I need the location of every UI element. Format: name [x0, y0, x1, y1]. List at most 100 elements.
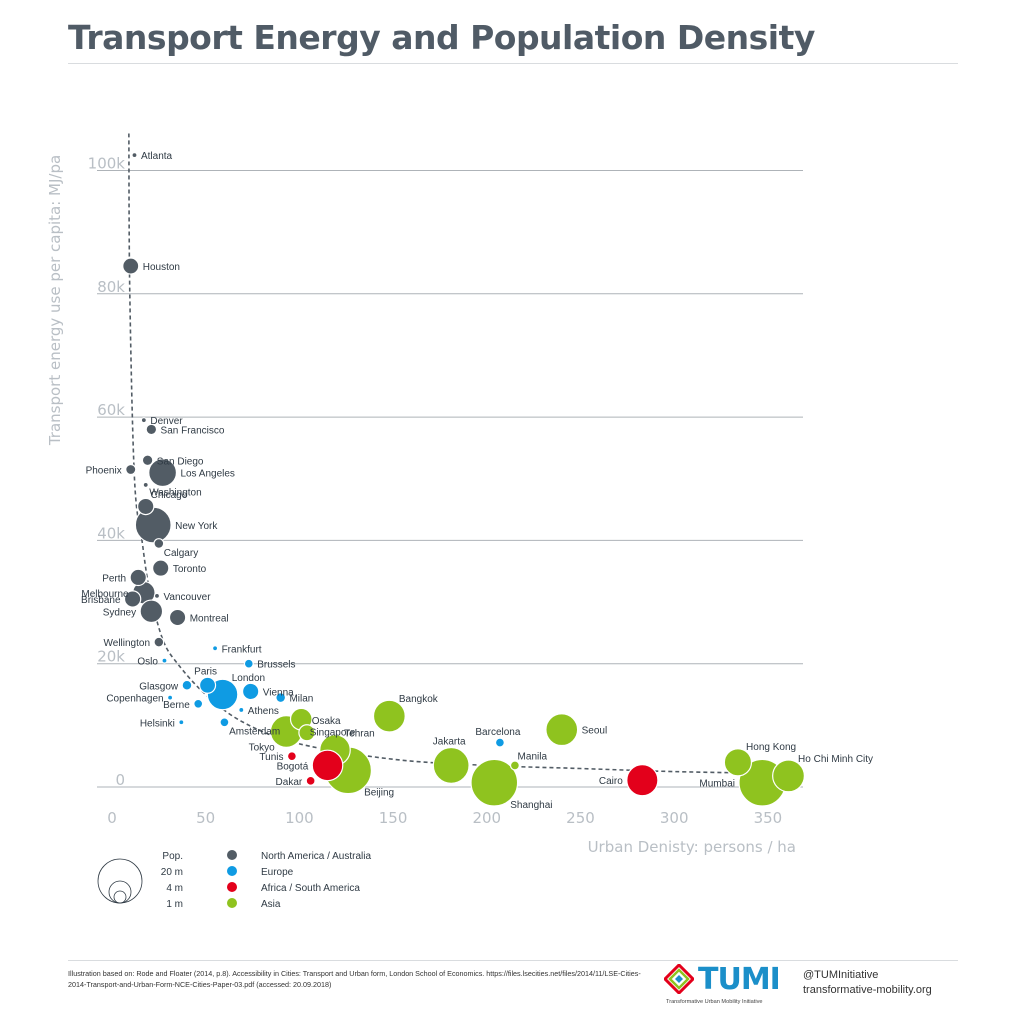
point-label: Manila [518, 751, 548, 762]
data-point-san-diego [141, 454, 154, 467]
point-label: Amsterdam [229, 726, 280, 737]
data-point-phoenix [125, 463, 137, 476]
data-point-chicago [137, 497, 155, 516]
point-label: Bangkok [399, 694, 439, 705]
tumi-logo[interactable]: TUMI Transformative Urban Mobility Initi… [662, 962, 792, 1012]
x-axis-title: Urban Denisty: persons / ha [588, 838, 796, 856]
legend-swatch [227, 866, 237, 876]
point-label: Wellington [104, 638, 151, 649]
legend-size-label: 4 m [166, 883, 183, 894]
point-label: Toronto [173, 564, 207, 575]
data-point-los-angeles [148, 458, 178, 488]
point-label: Chicago [151, 490, 188, 501]
data-point-washington [142, 481, 149, 489]
data-point-atlanta [131, 151, 138, 159]
point-label: Glasgow [139, 681, 179, 692]
scatter-chart: 0 20k 40k 60k 80k 100k 0 50 100 150 200 250 300 350 Ur… [46, 133, 873, 910]
point-label: Denver [150, 416, 183, 427]
point-label: Milan [289, 694, 313, 705]
point-label: Tunis [259, 752, 283, 763]
data-point-vancouver [153, 592, 161, 599]
data-point-wellington [153, 636, 165, 648]
point-label: Vancouver [163, 592, 211, 603]
point-label: Calgary [164, 548, 198, 559]
point-label: Vienna [263, 687, 294, 698]
x-tick-label: 100 [285, 809, 314, 827]
logo-wordmark: TUMI [698, 962, 781, 997]
x-tick-label: 50 [196, 809, 215, 827]
point-label: Shanghai [510, 800, 552, 811]
trend-line [128, 133, 797, 775]
data-point-dakar [305, 775, 316, 786]
data-point-houston [122, 257, 140, 275]
source-note: Illustration based on: Rode and Floater … [68, 969, 641, 989]
legend-region-label: Africa / South America [261, 883, 360, 894]
point-label: Sydney [103, 607, 136, 618]
point-label: Hong Kong [746, 742, 796, 753]
point-label: Frankfurt [222, 644, 262, 655]
point-label: Berne [163, 700, 190, 711]
point-label: Copenhagen [106, 694, 163, 705]
point-label: Cairo [599, 776, 623, 787]
footer-divider [68, 960, 958, 961]
point-label: Perth [102, 573, 126, 584]
point-label: Paris [194, 666, 217, 677]
point-label: San Francisco [161, 425, 225, 436]
data-point-hong-kong [723, 748, 753, 777]
y-tick-label: 80k [97, 278, 125, 296]
data-point-bogot- [311, 749, 344, 782]
point-label: Brussels [257, 660, 295, 671]
x-tick-label: 0 [107, 809, 117, 827]
y-tick-label: 0 [115, 771, 125, 789]
point-label: Barcelona [475, 727, 520, 738]
website-link[interactable]: transformative-mobility.org [803, 984, 932, 996]
data-point-osaka [298, 724, 316, 742]
x-tick-label: 250 [566, 809, 595, 827]
data-point-vienna [241, 682, 260, 701]
y-axis-title: Transport energy use per capita: MJ/pa [46, 155, 64, 446]
data-point-helsinki [178, 719, 185, 726]
data-point-glasgow [181, 679, 193, 691]
point-label: Melbourne [81, 589, 129, 600]
point-label: Helsinki [140, 718, 175, 729]
point-label: Beijing [364, 788, 394, 799]
logo-tagline: Transformative Urban Mobility Initiative [666, 999, 763, 1005]
tumi-logo-icon [664, 964, 694, 994]
point-label: Oslo [137, 657, 158, 668]
point-label: Mumbai [699, 779, 735, 790]
data-point-calgary [153, 538, 165, 549]
x-tick-label: 150 [379, 809, 408, 827]
legend-region-label: North America / Australia [261, 851, 371, 862]
data-point-athens [238, 706, 245, 714]
point-label: New York [175, 521, 218, 532]
chart-title: Transport Energy and Population Density [68, 18, 815, 57]
legend-size-circle [113, 890, 127, 904]
point-label: San Diego [157, 456, 204, 467]
data-point-manila [509, 760, 520, 771]
legend-size-label: 20 m [161, 867, 183, 878]
legend-swatch [227, 850, 237, 860]
twitter-handle[interactable]: @TUMInitiative [803, 969, 879, 981]
point-label: Athens [248, 706, 279, 717]
point-label: Bogotá [277, 761, 309, 772]
point-label: Singapore [310, 728, 356, 739]
data-point-ho-chi-minh-city [772, 759, 805, 793]
point-label: Phoenix [86, 466, 122, 477]
data-point-frankfurt [211, 645, 219, 652]
legend-swatch [227, 898, 237, 908]
data-point-milan [275, 692, 287, 704]
data-point-toronto [152, 559, 170, 577]
title-divider [68, 63, 958, 64]
point-label: Los Angeles [180, 469, 235, 480]
x-tick-label: 300 [660, 809, 689, 827]
y-tick-label: 20k [97, 648, 125, 666]
data-point-oslo [161, 657, 168, 664]
point-label: Houston [143, 262, 180, 273]
legend-size-title: Pop. [162, 851, 183, 862]
data-point-tunis [286, 751, 297, 762]
data-point-montreal [168, 608, 187, 627]
legend-region-label: Europe [261, 867, 294, 878]
point-label: Dakar [276, 777, 303, 788]
point-label: Ho Chi Minh City [798, 754, 873, 765]
point-label: Seoul [582, 726, 608, 737]
